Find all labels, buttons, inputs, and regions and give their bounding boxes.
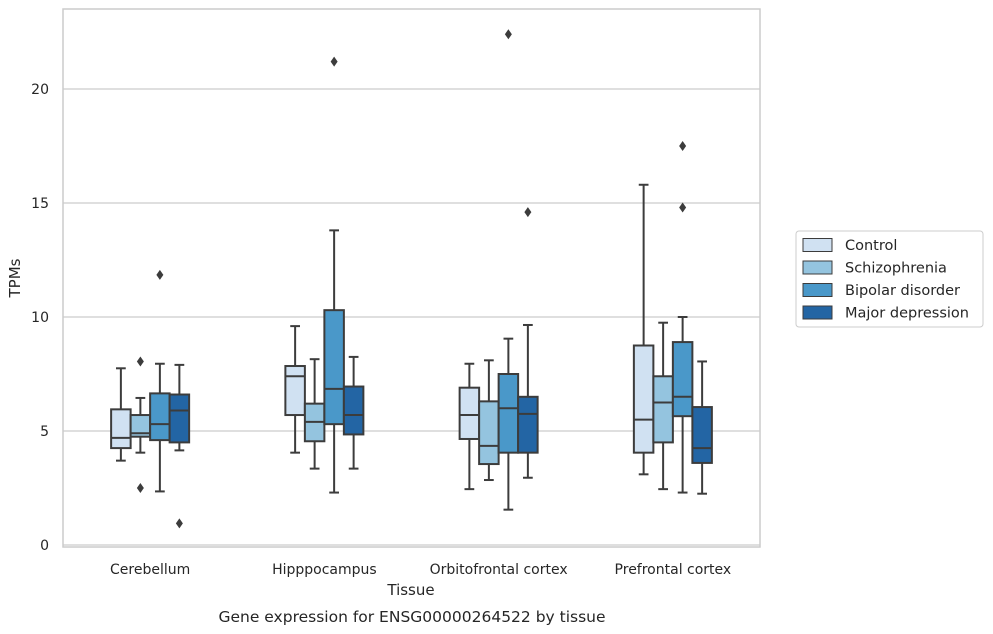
outlier-point [330, 56, 338, 67]
box-schizophrenia [478, 359, 500, 482]
legend-label: Schizophrenia [845, 261, 947, 277]
y-tick-label: 15 [31, 196, 49, 212]
box-major-depression [342, 355, 365, 470]
legend-item: Major depression [802, 305, 969, 322]
legend-item: Control [802, 238, 897, 254]
y-tick-label: 5 [40, 424, 49, 440]
outlier-point [679, 141, 687, 151]
outlier-point [504, 29, 512, 40]
iqr-box [517, 395, 539, 454]
y-tick-label: 0 [40, 538, 49, 554]
box-major-depression [691, 360, 713, 495]
box-bipolar-disorder [149, 269, 171, 493]
iqr-box [168, 393, 191, 444]
outlier-point [175, 518, 183, 529]
outlier-point [524, 207, 532, 218]
iqr-box [110, 408, 132, 450]
box-major-depression [168, 363, 191, 529]
legend-frame [795, 230, 984, 328]
iqr-box [284, 365, 306, 417]
box-control [284, 325, 306, 454]
outlier-point [136, 356, 144, 367]
plot-area [62, 8, 761, 548]
legend-item: Bipolar disorder [802, 283, 960, 299]
y-axis-label: TPMs [6, 258, 24, 298]
legend-label: Bipolar disorder [845, 283, 960, 299]
y-tick-label: 10 [31, 310, 49, 326]
legend-swatch [802, 238, 833, 252]
iqr-box [691, 406, 713, 464]
outlier-point [156, 269, 164, 280]
x-tick-label: Hipppocampus [272, 562, 377, 578]
box-major-depression [517, 207, 539, 479]
legend-swatch [802, 305, 833, 320]
box-bipolar-disorder [323, 56, 345, 494]
box-schizophrenia [129, 356, 152, 493]
x-tick-label: Prefrontal cortex [615, 562, 732, 578]
y-tick-label: 20 [31, 82, 49, 98]
outlier-point [679, 202, 687, 213]
legend-label: Control [845, 238, 897, 254]
tick-labels: 0 5 10 15 20 Cerebellum Hipppocampus Orbitofron… [31, 82, 731, 578]
iqr-box [632, 344, 655, 454]
box-bipolar-disorder [671, 141, 694, 494]
x-tick-label: Orbitofrontal cortex [430, 562, 568, 578]
legend-item: Schizophrenia [802, 260, 947, 277]
iqr-box [671, 341, 694, 418]
box-control [632, 183, 655, 476]
iqr-box [323, 309, 345, 426]
iqr-box [497, 373, 520, 454]
legend-swatch [802, 283, 833, 297]
legend-label: Major depression [845, 306, 969, 322]
box-schizophrenia [303, 358, 326, 470]
boxes-layer [110, 29, 713, 529]
legend: Control Schizophrenia Bipolar disorder Majo… [795, 230, 984, 328]
iqr-box [458, 386, 481, 440]
box-schizophrenia [652, 321, 674, 491]
legend-swatch [802, 260, 833, 275]
x-axis-label: Tissue [386, 581, 434, 599]
iqr-box [652, 375, 674, 444]
iqr-box [478, 400, 500, 466]
outlier-point [136, 483, 144, 493]
box-control [458, 362, 481, 491]
x-tick-label: Cerebellum [110, 562, 190, 578]
iqr-box [342, 385, 365, 436]
iqr-box [149, 392, 171, 442]
chart-caption: Gene expression for ENSG00000264522 by t… [218, 608, 605, 626]
